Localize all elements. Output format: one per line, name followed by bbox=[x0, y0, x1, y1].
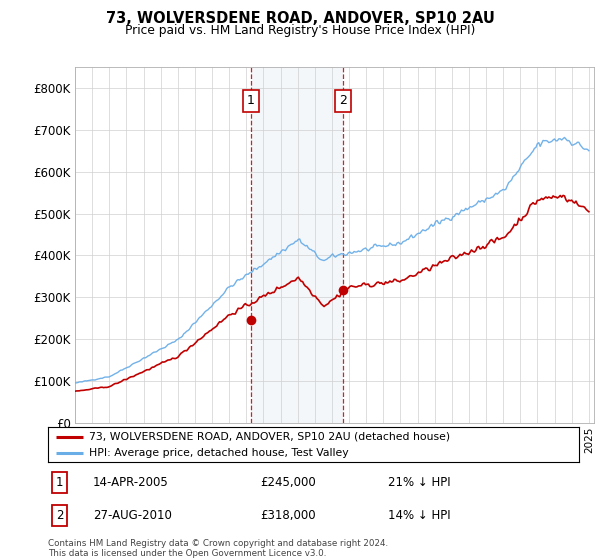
Text: Price paid vs. HM Land Registry's House Price Index (HPI): Price paid vs. HM Land Registry's House … bbox=[125, 24, 475, 36]
Text: 27-AUG-2010: 27-AUG-2010 bbox=[93, 509, 172, 522]
Text: £318,000: £318,000 bbox=[260, 509, 316, 522]
Text: 2: 2 bbox=[339, 94, 347, 107]
Text: 73, WOLVERSDENE ROAD, ANDOVER, SP10 2AU: 73, WOLVERSDENE ROAD, ANDOVER, SP10 2AU bbox=[106, 11, 494, 26]
Text: 2: 2 bbox=[56, 509, 64, 522]
Text: HPI: Average price, detached house, Test Valley: HPI: Average price, detached house, Test… bbox=[89, 447, 349, 458]
Text: £245,000: £245,000 bbox=[260, 476, 316, 489]
Text: 73, WOLVERSDENE ROAD, ANDOVER, SP10 2AU (detached house): 73, WOLVERSDENE ROAD, ANDOVER, SP10 2AU … bbox=[89, 432, 451, 442]
Text: Contains HM Land Registry data © Crown copyright and database right 2024.
This d: Contains HM Land Registry data © Crown c… bbox=[48, 539, 388, 558]
Bar bbox=[251, 67, 343, 423]
Text: 21% ↓ HPI: 21% ↓ HPI bbox=[388, 476, 451, 489]
Text: 14% ↓ HPI: 14% ↓ HPI bbox=[388, 509, 451, 522]
Text: 1: 1 bbox=[56, 476, 64, 489]
Text: 14-APR-2005: 14-APR-2005 bbox=[93, 476, 169, 489]
Text: 1: 1 bbox=[247, 94, 255, 107]
